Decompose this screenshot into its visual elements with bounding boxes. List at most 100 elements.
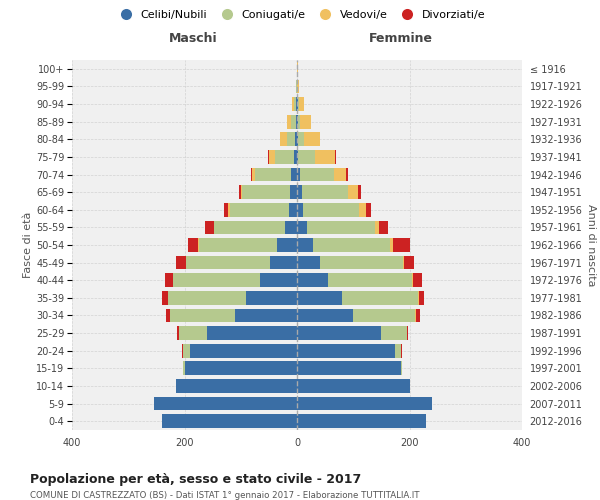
Bar [293, 97, 296, 111]
Bar [416, 308, 420, 322]
Bar [347, 186, 358, 199]
Bar [304, 132, 320, 146]
Bar [235, 308, 297, 322]
Bar [185, 256, 270, 270]
Bar [374, 220, 379, 234]
Bar [162, 291, 167, 304]
Bar [299, 97, 304, 111]
Bar [176, 379, 297, 393]
Bar [297, 274, 328, 287]
Bar [214, 220, 284, 234]
Bar [170, 308, 235, 322]
Bar [251, 168, 252, 181]
Bar [297, 344, 395, 358]
Bar [391, 238, 393, 252]
Bar [241, 186, 242, 199]
Bar [298, 132, 304, 146]
Bar [188, 238, 198, 252]
Bar [401, 362, 402, 375]
Bar [280, 132, 287, 146]
Bar [167, 291, 247, 304]
Bar [358, 186, 361, 199]
Y-axis label: Fasce di età: Fasce di età [23, 212, 33, 278]
Bar [190, 344, 297, 358]
Bar [419, 291, 424, 304]
Bar [407, 326, 408, 340]
Bar [298, 150, 315, 164]
Bar [297, 362, 401, 375]
Bar [183, 362, 185, 375]
Bar [165, 274, 173, 287]
Bar [239, 186, 241, 199]
Bar [296, 115, 297, 128]
Bar [395, 344, 401, 358]
Bar [275, 150, 294, 164]
Bar [260, 274, 297, 287]
Text: Femmine: Femmine [368, 32, 433, 45]
Bar [342, 291, 418, 304]
Bar [154, 396, 297, 410]
Bar [296, 97, 297, 111]
Text: Popolazione per età, sesso e stato civile - 2017: Popolazione per età, sesso e stato civil… [30, 472, 361, 486]
Bar [297, 80, 299, 94]
Bar [185, 362, 297, 375]
Bar [297, 326, 382, 340]
Bar [184, 344, 190, 358]
Bar [297, 256, 320, 270]
Bar [365, 203, 371, 216]
Bar [297, 168, 300, 181]
Bar [353, 308, 415, 322]
Bar [290, 186, 297, 199]
Bar [335, 150, 336, 164]
Bar [403, 256, 404, 270]
Bar [401, 344, 402, 358]
Bar [315, 150, 335, 164]
Bar [297, 308, 353, 322]
Bar [328, 274, 412, 287]
Bar [173, 274, 260, 287]
Bar [297, 414, 427, 428]
Bar [295, 132, 297, 146]
Bar [292, 97, 293, 111]
Bar [176, 256, 185, 270]
Bar [252, 168, 255, 181]
Bar [207, 326, 297, 340]
Bar [302, 203, 359, 216]
Bar [297, 220, 307, 234]
Bar [292, 115, 296, 128]
Bar [287, 132, 295, 146]
Bar [166, 308, 170, 322]
Bar [182, 344, 184, 358]
Bar [177, 326, 179, 340]
Bar [270, 256, 297, 270]
Bar [393, 238, 410, 252]
Bar [162, 414, 297, 428]
Bar [404, 256, 414, 270]
Bar [229, 203, 289, 216]
Bar [277, 238, 297, 252]
Bar [298, 115, 301, 128]
Bar [297, 396, 432, 410]
Bar [298, 97, 299, 111]
Bar [297, 150, 298, 164]
Bar [287, 115, 292, 128]
Bar [255, 168, 292, 181]
Bar [307, 220, 374, 234]
Bar [224, 203, 229, 216]
Bar [346, 168, 347, 181]
Text: Maschi: Maschi [169, 32, 218, 45]
Bar [412, 274, 413, 287]
Y-axis label: Anni di nascita: Anni di nascita [586, 204, 596, 286]
Bar [292, 168, 297, 181]
Bar [301, 115, 311, 128]
Bar [413, 274, 422, 287]
Bar [289, 203, 297, 216]
Bar [297, 238, 313, 252]
Bar [205, 220, 214, 234]
Bar [297, 203, 302, 216]
Bar [297, 379, 409, 393]
Legend: Celibi/Nubili, Coniugati/e, Vedovi/e, Divorziati/e: Celibi/Nubili, Coniugati/e, Vedovi/e, Di… [110, 6, 490, 25]
Bar [302, 186, 347, 199]
Bar [294, 150, 297, 164]
Bar [199, 238, 277, 252]
